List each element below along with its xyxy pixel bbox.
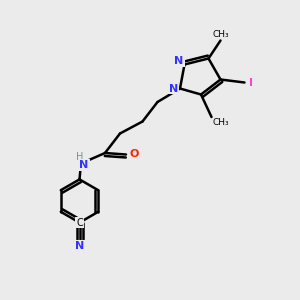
Text: H: H: [76, 152, 83, 163]
Text: C: C: [76, 218, 83, 228]
Text: N: N: [175, 56, 184, 66]
Text: O: O: [130, 149, 139, 160]
Text: N: N: [80, 160, 88, 170]
Text: CH₃: CH₃: [213, 30, 230, 39]
Text: N: N: [169, 83, 178, 94]
Text: N: N: [75, 241, 84, 251]
Text: CH₃: CH₃: [212, 118, 229, 127]
Text: I: I: [249, 77, 253, 88]
